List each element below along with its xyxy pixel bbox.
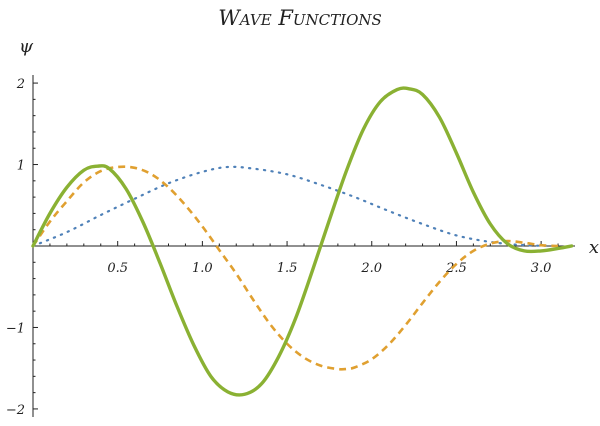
y-tick-label: 2 <box>16 77 25 92</box>
x-tick-label: 1.5 <box>277 261 298 276</box>
x-axis-label: x <box>589 237 599 258</box>
y-tick-label: 1 <box>17 159 25 174</box>
series-layer <box>31 86 574 397</box>
x-tick-label: 2.5 <box>445 261 467 276</box>
x-tick-label: 1.0 <box>192 261 213 276</box>
x-tick-label: 2.0 <box>360 261 382 276</box>
y-tick-label: −1 <box>6 321 25 336</box>
y-axis-label: ψ <box>19 36 34 57</box>
x-tick-label: 3.0 <box>531 261 552 276</box>
series-line-solid <box>31 86 574 397</box>
axes: 0.5 1.0 1.5 2.0 2.5 3.0 −2 −1 1 2 <box>6 75 575 418</box>
y-tick-label: −2 <box>6 403 25 418</box>
series-line-dotted <box>31 165 560 248</box>
series-line-dashed <box>31 165 559 371</box>
x-tick-label: 0.5 <box>107 261 128 276</box>
chart-title: Wave Functions <box>218 6 382 30</box>
